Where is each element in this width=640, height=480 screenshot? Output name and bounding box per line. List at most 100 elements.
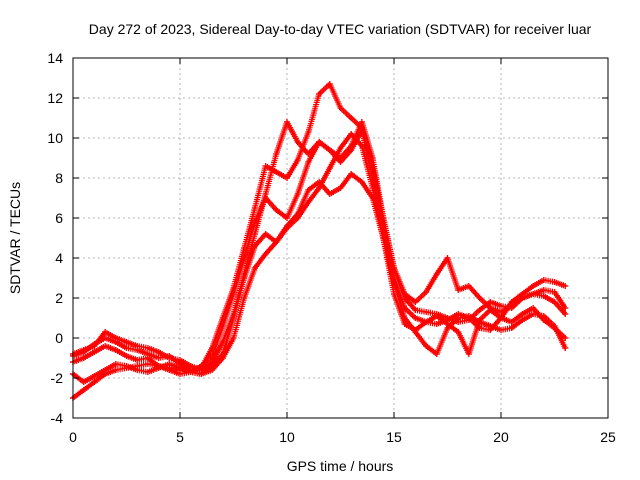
data-point xyxy=(508,325,515,331)
data-point xyxy=(380,235,387,241)
data-point xyxy=(476,317,483,323)
y-tick-label: -4 xyxy=(51,410,64,426)
data-point xyxy=(455,329,462,335)
data-point xyxy=(294,157,301,163)
data-point xyxy=(273,207,280,213)
y-tick-label: 8 xyxy=(55,170,63,186)
data-point xyxy=(423,309,430,315)
data-point xyxy=(519,311,526,317)
series-markers xyxy=(70,127,569,377)
data-point xyxy=(262,251,269,257)
data-point xyxy=(144,369,151,375)
data-point xyxy=(241,255,248,261)
data-point xyxy=(112,347,119,353)
series-markers xyxy=(70,131,569,401)
data-point xyxy=(123,365,130,371)
data-point xyxy=(305,159,312,165)
data-point xyxy=(326,165,333,171)
data-point xyxy=(465,283,472,289)
data-point xyxy=(177,367,183,373)
data-point xyxy=(134,357,141,363)
data-point xyxy=(358,179,365,185)
data-point xyxy=(551,289,558,295)
data-point xyxy=(284,215,290,221)
series-track-2 xyxy=(70,119,569,373)
data-point xyxy=(391,291,397,297)
data-point xyxy=(198,371,205,377)
data-point xyxy=(487,307,494,313)
y-tick-label: 4 xyxy=(55,250,63,266)
data-point xyxy=(123,339,130,345)
data-point xyxy=(358,143,365,149)
data-point xyxy=(455,287,462,293)
data-point xyxy=(273,151,280,157)
data-point xyxy=(102,371,109,377)
data-point xyxy=(465,351,472,357)
data-point xyxy=(155,355,162,361)
data-point xyxy=(187,363,194,369)
x-axis-label: GPS time / hours xyxy=(287,458,394,474)
data-point xyxy=(412,327,419,333)
data-point xyxy=(487,299,494,305)
data-point xyxy=(102,329,109,335)
data-point xyxy=(498,315,504,321)
data-point xyxy=(369,155,376,161)
data-point xyxy=(401,321,408,327)
x-tick-label: 25 xyxy=(600,429,616,445)
axis-ticks xyxy=(72,57,609,419)
data-point xyxy=(519,291,526,297)
data-point xyxy=(251,219,258,225)
data-point xyxy=(465,313,472,319)
data-point xyxy=(262,231,269,237)
data-point xyxy=(412,307,419,313)
data-point xyxy=(551,325,558,331)
data-point xyxy=(444,321,451,327)
data-point xyxy=(498,303,504,309)
data-point xyxy=(112,367,119,373)
data-point xyxy=(530,283,537,289)
data-point xyxy=(198,363,205,369)
data-point xyxy=(444,255,451,261)
y-tick-label: 0 xyxy=(55,330,63,346)
data-point xyxy=(316,139,323,145)
data-point xyxy=(144,355,151,361)
series-markers xyxy=(70,119,569,373)
data-point xyxy=(326,191,333,197)
data-point xyxy=(423,319,430,325)
data-point xyxy=(80,355,87,361)
data-point xyxy=(166,365,173,371)
data-markers xyxy=(70,81,569,401)
data-point xyxy=(230,315,237,321)
y-tick-label: 6 xyxy=(55,210,63,226)
data-point xyxy=(423,343,430,349)
data-point xyxy=(551,299,558,305)
y-tick-label: 2 xyxy=(55,290,63,306)
data-point xyxy=(241,275,248,281)
data-point xyxy=(230,335,237,341)
plot-frame xyxy=(72,57,609,419)
data-point xyxy=(80,379,87,385)
series-track-5 xyxy=(70,131,569,401)
data-point xyxy=(316,91,323,97)
data-point xyxy=(284,119,290,125)
data-point xyxy=(251,243,258,249)
data-point xyxy=(102,343,109,349)
data-point xyxy=(433,313,440,319)
data-point xyxy=(562,335,569,341)
x-tick-label: 20 xyxy=(493,429,509,445)
data-point xyxy=(241,295,248,301)
data-point xyxy=(294,215,301,221)
data-point xyxy=(177,357,183,363)
data-point xyxy=(187,369,194,375)
data-point xyxy=(91,373,98,379)
data-point xyxy=(144,345,151,351)
data-point xyxy=(305,199,312,205)
data-point xyxy=(305,129,312,135)
data-point xyxy=(433,321,440,327)
data-point xyxy=(337,145,344,151)
data-point xyxy=(284,225,290,231)
data-point xyxy=(273,169,280,175)
data-point xyxy=(262,163,269,169)
data-point xyxy=(423,289,430,295)
data-point xyxy=(562,305,569,311)
